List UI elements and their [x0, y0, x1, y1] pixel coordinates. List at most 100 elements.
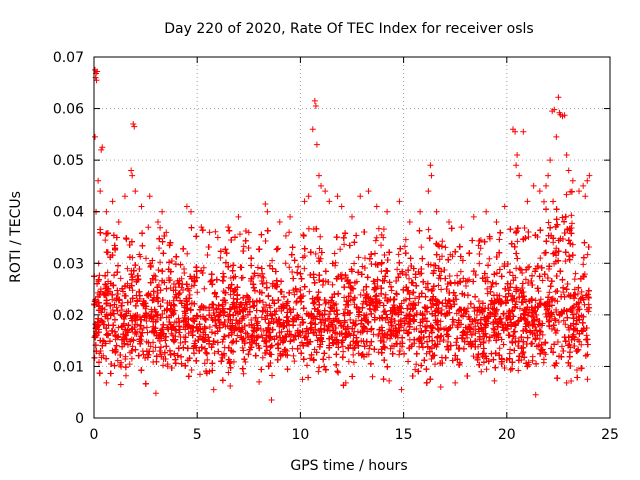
data-point [394, 341, 401, 348]
data-point [276, 219, 283, 226]
data-point [514, 318, 521, 325]
data-point [131, 123, 138, 130]
data-point [95, 177, 102, 184]
data-point [373, 234, 380, 241]
data-point [470, 213, 477, 220]
data-point [140, 351, 147, 358]
data-point [385, 319, 392, 326]
data-point [452, 379, 459, 386]
data-point [369, 373, 376, 380]
data-point [464, 305, 471, 312]
data-point [97, 188, 104, 195]
data-point [412, 366, 419, 373]
data-point [304, 362, 311, 369]
data-point [586, 295, 593, 302]
data-point [185, 330, 192, 337]
data-points [91, 66, 593, 403]
data-point [211, 350, 218, 357]
data-point [339, 343, 346, 350]
data-point [565, 167, 572, 174]
data-point [200, 264, 207, 271]
data-point [287, 338, 294, 345]
data-point [290, 306, 297, 313]
data-point [537, 255, 544, 262]
data-point [539, 331, 546, 338]
data-point [553, 306, 560, 313]
data-point [287, 337, 294, 344]
data-point [572, 270, 579, 277]
data-point [317, 233, 324, 240]
data-point [214, 234, 221, 241]
data-point [442, 244, 449, 251]
data-point [130, 121, 137, 128]
data-point [269, 257, 276, 264]
data-point [445, 297, 452, 304]
data-point [263, 279, 270, 286]
data-point [329, 281, 336, 288]
data-point [301, 198, 308, 205]
data-point [561, 112, 568, 119]
data-point [560, 317, 567, 324]
data-point [155, 266, 162, 273]
data-point [289, 268, 296, 275]
data-point [117, 311, 124, 318]
data-point [458, 224, 465, 231]
data-point [129, 172, 136, 179]
data-point [359, 329, 366, 336]
data-point [109, 306, 116, 313]
data-point [568, 212, 575, 219]
data-point [262, 200, 269, 207]
data-point [491, 377, 498, 384]
data-point [351, 260, 358, 267]
data-point [554, 298, 561, 305]
data-point [382, 291, 389, 298]
data-point [316, 364, 323, 371]
data-point [92, 133, 99, 140]
data-point [245, 229, 252, 236]
data-point [125, 322, 132, 329]
data-point [342, 306, 349, 313]
data-point [109, 198, 116, 205]
data-point [540, 198, 547, 205]
data-point [219, 301, 226, 308]
data-point [220, 336, 227, 343]
data-point [573, 310, 580, 317]
data-point [143, 324, 150, 331]
data-point [201, 360, 208, 367]
data-point [485, 337, 492, 344]
data-point [388, 322, 395, 329]
data-point [365, 351, 372, 358]
data-point [337, 246, 344, 253]
data-point [259, 354, 266, 361]
data-point [194, 289, 201, 296]
data-point [582, 193, 589, 200]
data-point [466, 276, 473, 283]
data-point [128, 167, 135, 174]
data-point [206, 324, 213, 331]
data-point [276, 329, 283, 336]
data-point [370, 331, 377, 338]
data-point [217, 254, 224, 261]
data-point [453, 296, 460, 303]
data-point [530, 182, 537, 189]
data-point [315, 172, 322, 179]
data-point [309, 126, 316, 133]
data-point [236, 231, 243, 238]
data-point [388, 316, 395, 323]
data-point [402, 236, 409, 243]
data-point [104, 269, 111, 276]
data-point [501, 203, 508, 210]
data-point [584, 376, 591, 383]
data-point [509, 272, 516, 279]
data-point [256, 378, 263, 385]
data-point [507, 346, 514, 353]
data-point [147, 343, 154, 350]
data-point [340, 348, 347, 355]
data-point [406, 275, 413, 282]
data-point [435, 282, 442, 289]
data-point [163, 229, 170, 236]
data-point [538, 328, 544, 335]
data-point [396, 351, 403, 358]
data-point [115, 219, 122, 226]
data-point [580, 182, 587, 189]
